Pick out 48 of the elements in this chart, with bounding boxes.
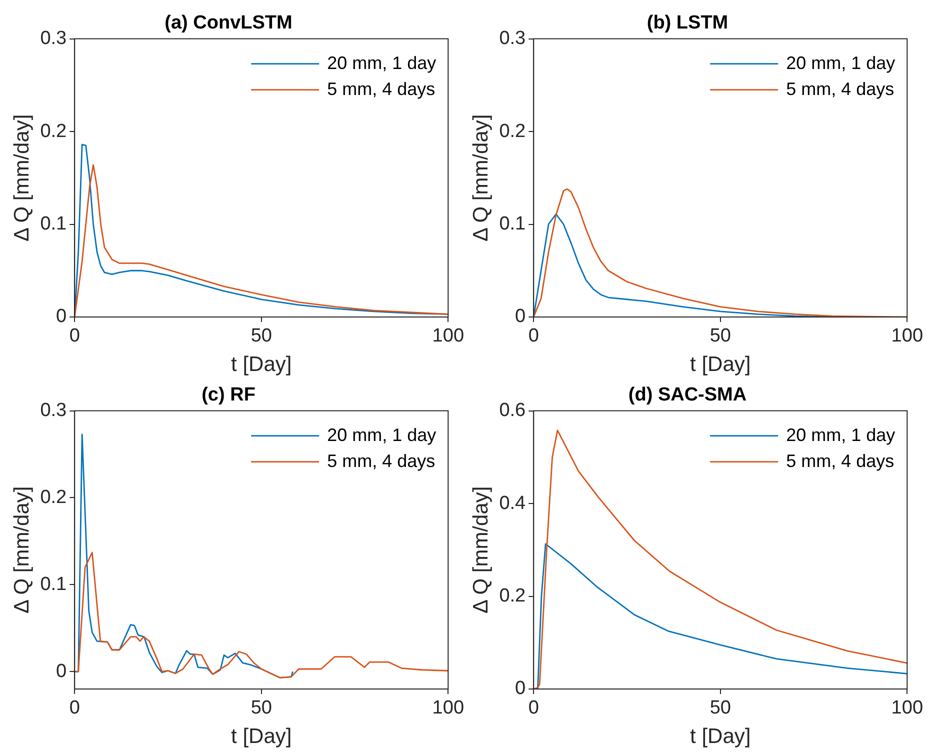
- y-axis-title: Δ Q [mm/day]: [469, 114, 492, 242]
- y-tick-label: 0: [515, 678, 526, 700]
- y-tick-label: 0.1: [40, 214, 67, 234]
- chart-title: (a) ConvLSTM: [164, 12, 292, 34]
- legend-label: 5 mm, 4 days: [327, 78, 436, 99]
- y-tick-label: 0.6: [499, 400, 526, 422]
- y-tick-label: 0.4: [499, 492, 526, 514]
- x-axis-title: t [Day]: [231, 353, 292, 376]
- y-tick-label: 0.3: [40, 28, 67, 50]
- x-tick-label: 100: [891, 698, 923, 719]
- legend-label: 20 mm, 1 day: [327, 424, 436, 445]
- legend-label: 20 mm, 1 day: [327, 52, 436, 73]
- x-tick-label: 0: [528, 698, 539, 719]
- y-tick-label: 0: [56, 306, 67, 328]
- y-tick-label: 0.1: [40, 574, 67, 595]
- x-tick-label: 50: [250, 326, 272, 347]
- legend-label: 5 mm, 4 days: [786, 78, 894, 99]
- x-tick-label: 50: [710, 698, 731, 719]
- x-tick-label: 50: [710, 326, 731, 347]
- legend-label: 5 mm, 4 days: [327, 450, 436, 471]
- y-tick-label: 0: [56, 660, 67, 682]
- y-tick-label: 0.2: [499, 120, 526, 142]
- y-tick-label: 0.2: [499, 586, 526, 606]
- legend-label: 20 mm, 1 day: [786, 424, 896, 445]
- y-axis-title: Δ Q [mm/day]: [10, 486, 34, 614]
- x-tick-label: 0: [528, 326, 539, 347]
- x-axis-title: t [Day]: [690, 725, 751, 748]
- y-axis-title: Δ Q [mm/day]: [10, 114, 34, 242]
- x-tick-label: 50: [250, 698, 272, 719]
- x-axis-title: t [Day]: [690, 353, 751, 376]
- y-tick-label: 0.1: [499, 214, 526, 234]
- y-tick-label: 0.3: [40, 400, 67, 422]
- legend-label: 20 mm, 1 day: [786, 52, 896, 73]
- chart-title: (b) LSTM: [646, 12, 728, 34]
- y-axis-title: Δ Q [mm/day]: [469, 486, 492, 614]
- x-tick-label: 100: [432, 326, 464, 347]
- x-axis-title: t [Day]: [231, 725, 292, 748]
- y-tick-label: 0.2: [40, 120, 67, 142]
- x-tick-label: 0: [69, 326, 80, 347]
- y-tick-label: 0: [515, 306, 526, 328]
- y-tick-label: 0.2: [40, 486, 67, 508]
- legend-label: 5 mm, 4 days: [786, 450, 894, 471]
- x-tick-label: 100: [891, 326, 923, 347]
- chart-title: (c) RF: [202, 384, 256, 406]
- x-tick-label: 0: [69, 698, 80, 719]
- chart-title: (d) SAC-SMA: [628, 384, 747, 406]
- y-tick-label: 0.3: [499, 28, 526, 50]
- x-tick-label: 100: [432, 698, 464, 719]
